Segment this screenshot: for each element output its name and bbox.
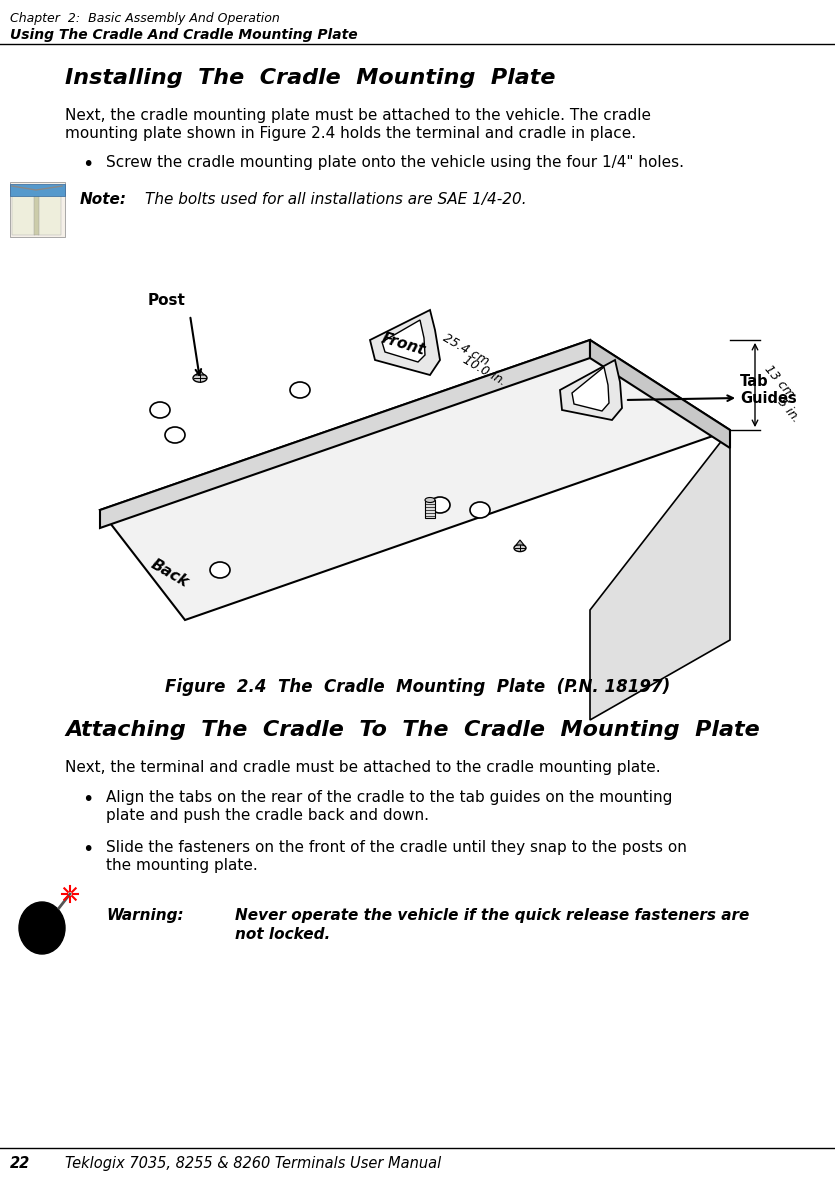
Text: Installing  The  Cradle  Mounting  Plate: Installing The Cradle Mounting Plate — [65, 68, 555, 89]
Polygon shape — [100, 340, 590, 528]
Polygon shape — [590, 430, 730, 721]
Ellipse shape — [150, 402, 170, 418]
Text: Figure  2.4  The  Cradle  Mounting  Plate  (P.N. 18197): Figure 2.4 The Cradle Mounting Plate (P.… — [165, 678, 671, 695]
Text: mounting plate shown in Figure 2.4 holds the terminal and cradle in place.: mounting plate shown in Figure 2.4 holds… — [65, 126, 636, 141]
Text: not locked.: not locked. — [235, 926, 331, 942]
Ellipse shape — [165, 427, 185, 443]
Text: plate and push the cradle back and down.: plate and push the cradle back and down. — [106, 808, 429, 824]
Ellipse shape — [19, 903, 65, 954]
Text: •: • — [82, 790, 94, 809]
Text: Note:: Note: — [80, 192, 127, 207]
Ellipse shape — [430, 497, 450, 514]
Ellipse shape — [470, 502, 490, 518]
Polygon shape — [100, 340, 730, 620]
Text: The bolts used for all installations are SAE 1/4-20.: The bolts used for all installations are… — [145, 192, 527, 207]
Text: Chapter  2:  Basic Assembly And Operation: Chapter 2: Basic Assembly And Operation — [10, 12, 280, 25]
Text: •: • — [82, 154, 94, 174]
Polygon shape — [382, 320, 425, 361]
Bar — [38, 186, 61, 235]
Text: Next, the terminal and cradle must be attached to the cradle mounting plate.: Next, the terminal and cradle must be at… — [65, 760, 660, 774]
Text: 25.4 cm: 25.4 cm — [440, 332, 491, 367]
Ellipse shape — [425, 498, 435, 503]
Text: 10.0 in.: 10.0 in. — [460, 353, 508, 388]
Ellipse shape — [290, 382, 310, 397]
Bar — [34, 186, 39, 235]
Text: the mounting plate.: the mounting plate. — [106, 858, 258, 873]
Polygon shape — [590, 340, 730, 448]
Bar — [10, 184, 65, 196]
Text: Teklogix 7035, 8255 & 8260 Terminals User Manual: Teklogix 7035, 8255 & 8260 Terminals Use… — [65, 1156, 441, 1171]
Bar — [425, 500, 435, 518]
Bar — [10, 182, 65, 237]
Text: •: • — [82, 840, 94, 859]
Polygon shape — [560, 360, 622, 420]
Text: 13 cm: 13 cm — [762, 363, 797, 401]
Text: Tab
Guides: Tab Guides — [740, 373, 797, 406]
Ellipse shape — [514, 545, 526, 552]
Text: 22: 22 — [10, 1156, 30, 1171]
Polygon shape — [196, 370, 204, 375]
Bar — [12, 186, 35, 235]
Text: Back: Back — [148, 557, 191, 590]
Text: Screw the cradle mounting plate onto the vehicle using the four 1/4" holes.: Screw the cradle mounting plate onto the… — [106, 154, 684, 170]
Text: Align the tabs on the rear of the cradle to the tab guides on the mounting: Align the tabs on the rear of the cradle… — [106, 790, 672, 806]
Polygon shape — [572, 367, 609, 411]
Text: Attaching  The  Cradle  To  The  Cradle  Mounting  Plate: Attaching The Cradle To The Cradle Mount… — [65, 721, 760, 740]
Text: Front: Front — [380, 330, 428, 358]
Text: 5 in.: 5 in. — [775, 395, 802, 425]
Ellipse shape — [193, 373, 207, 382]
Ellipse shape — [210, 563, 230, 578]
Text: Warning:: Warning: — [106, 909, 184, 923]
Text: Never operate the vehicle if the quick release fasteners are: Never operate the vehicle if the quick r… — [235, 909, 749, 923]
Polygon shape — [516, 540, 524, 545]
Text: Using The Cradle And Cradle Mounting Plate: Using The Cradle And Cradle Mounting Pla… — [10, 28, 357, 42]
Polygon shape — [370, 310, 440, 375]
Text: Slide the fasteners on the front of the cradle until they snap to the posts on: Slide the fasteners on the front of the … — [106, 840, 687, 855]
Text: Post: Post — [148, 293, 186, 308]
Text: Next, the cradle mounting plate must be attached to the vehicle. The cradle: Next, the cradle mounting plate must be … — [65, 108, 651, 123]
